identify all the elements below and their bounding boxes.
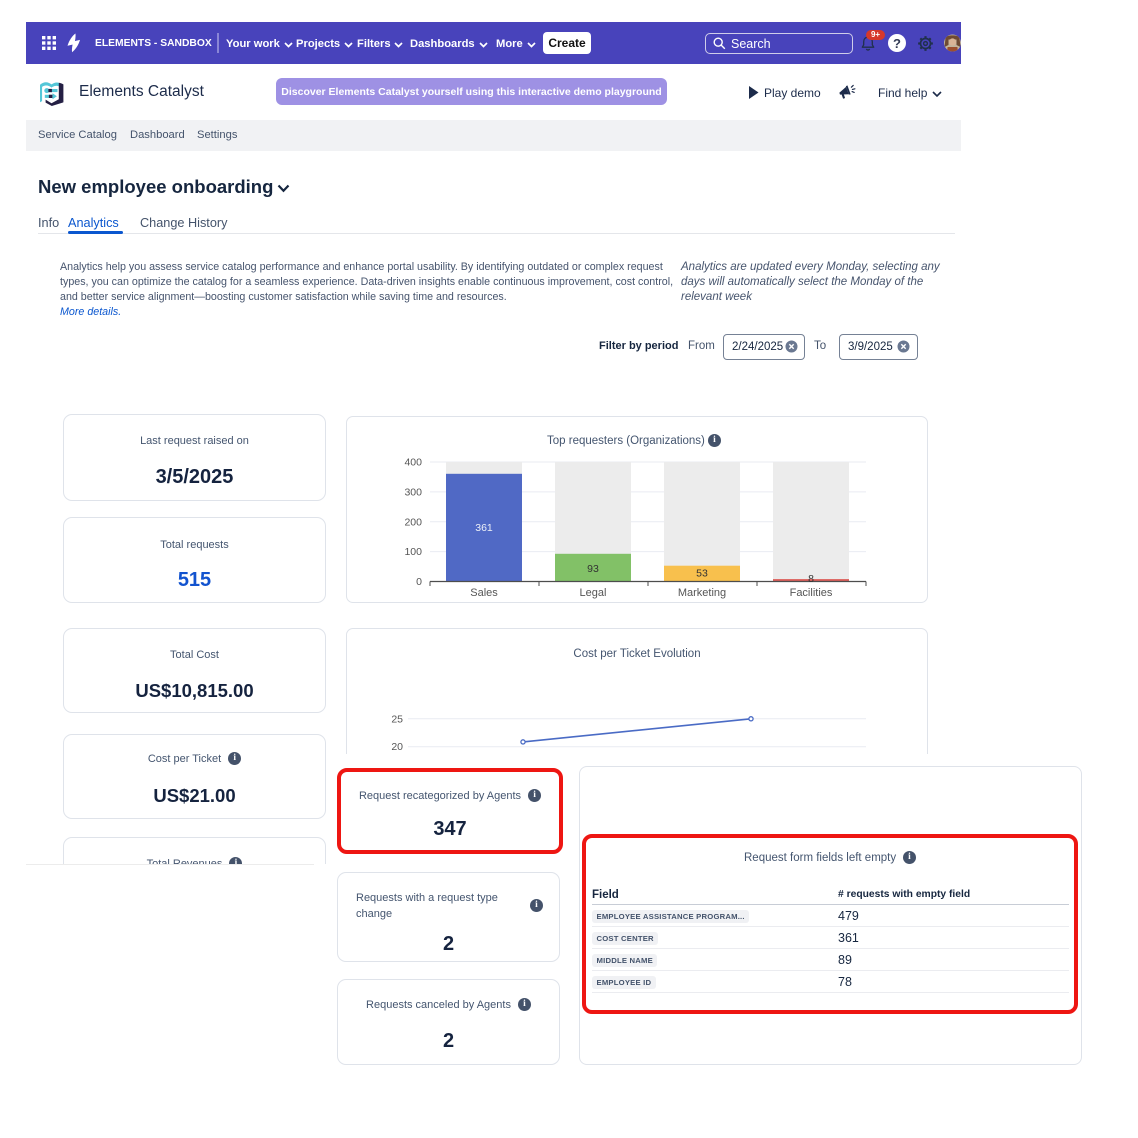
svg-text:Legal: Legal (580, 587, 607, 599)
svg-text:93: 93 (587, 563, 599, 575)
svg-text:361: 361 (475, 522, 493, 534)
svg-text:100: 100 (404, 546, 422, 558)
svg-text:0: 0 (416, 576, 422, 588)
svg-text:25: 25 (391, 713, 403, 725)
svg-text:Sales: Sales (470, 587, 498, 599)
svg-text:Facilities: Facilities (790, 587, 833, 599)
svg-text:300: 300 (404, 486, 422, 498)
svg-text:53: 53 (696, 568, 708, 580)
svg-text:Marketing: Marketing (678, 587, 726, 599)
svg-text:400: 400 (404, 457, 422, 469)
svg-text:20: 20 (391, 741, 403, 753)
svg-text:200: 200 (404, 516, 422, 528)
svg-text:8: 8 (808, 573, 814, 585)
